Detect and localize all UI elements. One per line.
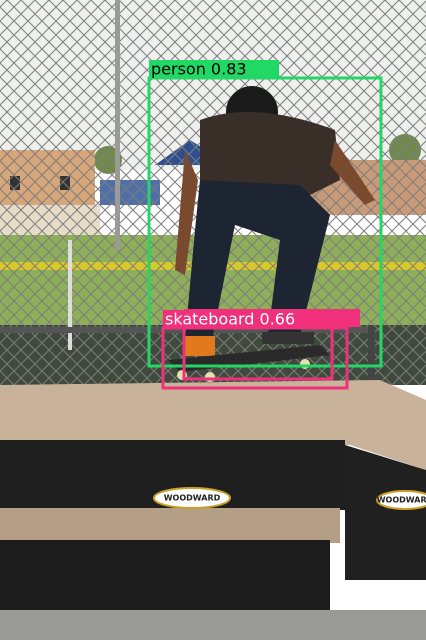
arm	[175, 150, 198, 275]
logo-text: WOODWARD	[164, 494, 221, 503]
detection-label: person 0.83	[151, 60, 247, 79]
logo	[376, 490, 426, 510]
ramp-side	[345, 445, 426, 580]
shoe	[262, 332, 314, 344]
shirt	[200, 112, 340, 200]
logo-text: WOODWARD	[377, 496, 426, 505]
label-background	[149, 60, 279, 78]
ground	[0, 610, 426, 640]
step-side	[0, 540, 330, 615]
step-top	[0, 508, 340, 543]
logo	[153, 487, 231, 509]
label-background	[163, 310, 335, 328]
shoe	[185, 336, 215, 356]
detection-label: skateboard 0.66	[165, 310, 295, 329]
pole	[115, 0, 120, 250]
pole	[68, 240, 72, 350]
ramp-top	[0, 380, 426, 470]
arm	[330, 140, 375, 205]
jeans	[185, 180, 330, 340]
